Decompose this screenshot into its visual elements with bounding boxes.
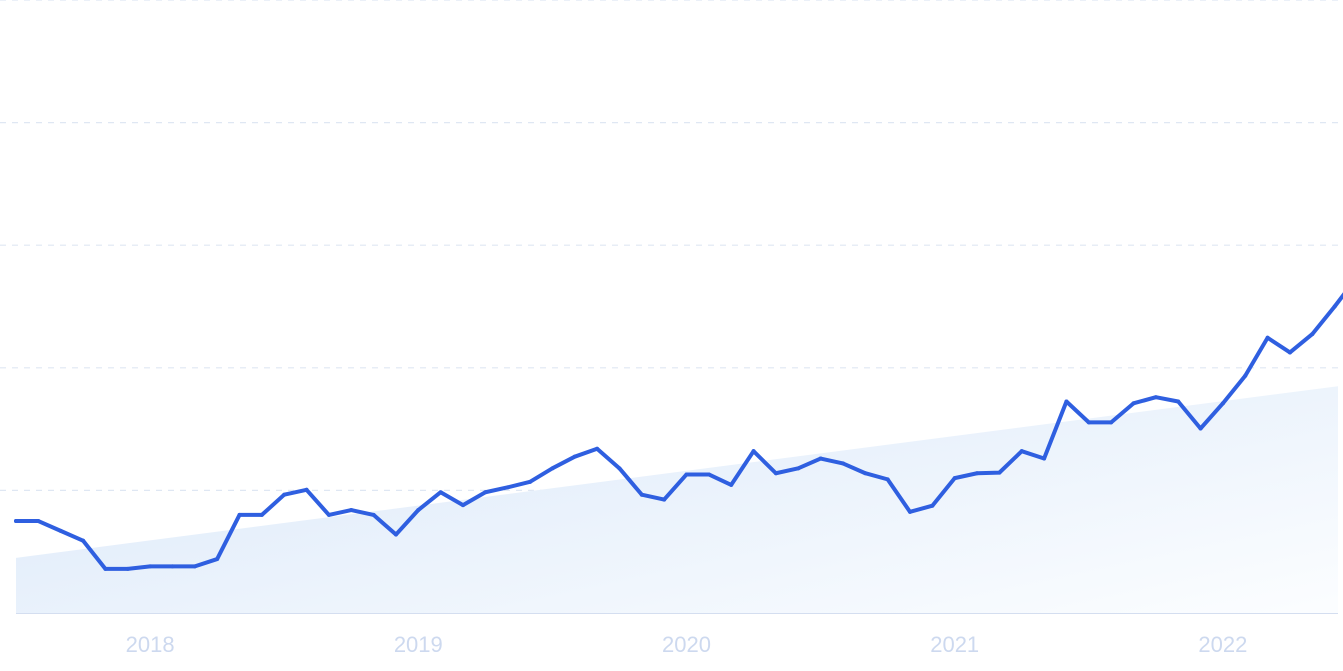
data-point	[1109, 420, 1114, 425]
data-point	[326, 512, 331, 517]
data-point	[259, 512, 264, 517]
data-point	[1086, 420, 1091, 425]
data-point	[639, 492, 644, 497]
data-point	[1153, 395, 1158, 400]
data-point	[81, 538, 86, 543]
data-point	[1220, 401, 1225, 406]
data-point	[461, 503, 465, 508]
data-point	[863, 471, 868, 476]
data-point	[908, 509, 912, 514]
data-point	[1265, 335, 1270, 340]
data-point	[706, 472, 711, 477]
data-point	[1042, 456, 1047, 461]
data-point	[215, 557, 220, 562]
data-point	[1198, 426, 1203, 431]
data-point	[818, 456, 823, 461]
data-point	[997, 470, 1002, 475]
x-tick-label: 2021	[930, 632, 979, 657]
data-point	[617, 466, 622, 471]
data-point	[1310, 332, 1315, 337]
data-point	[729, 482, 734, 487]
point-layer	[14, 304, 1337, 571]
data-point	[1131, 401, 1136, 406]
data-point	[595, 446, 600, 451]
data-point	[170, 564, 175, 569]
data-point	[550, 466, 555, 471]
data-point	[304, 487, 309, 492]
data-point	[438, 490, 443, 495]
data-point	[237, 512, 242, 517]
data-point	[416, 508, 421, 513]
data-point	[840, 461, 845, 466]
data-point	[952, 476, 957, 481]
x-tick-label: 2019	[394, 632, 443, 657]
data-point	[751, 449, 756, 454]
data-point	[1064, 399, 1069, 404]
data-point	[103, 566, 108, 571]
data-point	[371, 512, 376, 517]
trend-area	[16, 386, 1338, 613]
data-point	[528, 479, 533, 484]
data-point	[1332, 304, 1337, 309]
data-point	[282, 492, 287, 497]
data-point	[148, 564, 153, 569]
data-point	[1019, 449, 1024, 454]
data-point	[930, 503, 935, 508]
data-point	[975, 471, 980, 476]
x-tick-label: 2018	[126, 632, 175, 657]
data-point	[773, 471, 778, 476]
data-point	[393, 532, 398, 537]
data-point	[1287, 350, 1292, 355]
data-point	[662, 497, 667, 502]
data-point	[14, 519, 18, 524]
x-tick-layer: 2018 2019 2020 2021 2022	[126, 632, 1248, 657]
data-point	[483, 490, 488, 495]
data-point	[192, 564, 197, 569]
data-point	[125, 566, 130, 571]
data-point	[505, 485, 510, 490]
x-tick-label: 2020	[662, 632, 711, 657]
data-point	[1176, 399, 1181, 404]
data-point	[796, 466, 801, 471]
x-tick-label: 2022	[1198, 632, 1247, 657]
data-point	[885, 477, 890, 482]
data-point	[684, 472, 689, 477]
data-point	[1243, 373, 1248, 378]
data-point	[572, 454, 577, 459]
data-point	[349, 508, 354, 513]
data-point	[58, 528, 63, 533]
data-point	[36, 519, 41, 524]
